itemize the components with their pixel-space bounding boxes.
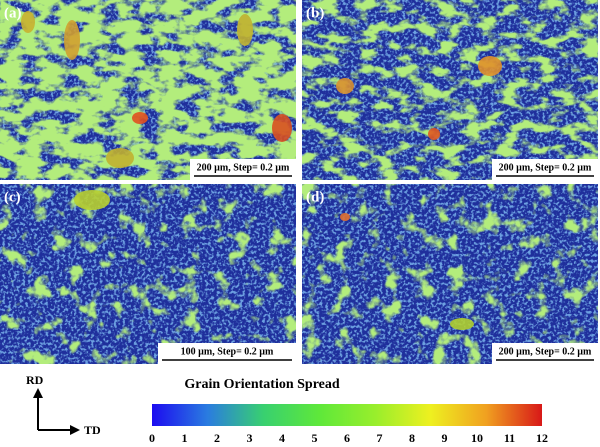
grain-highlight: [450, 318, 474, 330]
colorbar-title: Grain Orientation Spread: [184, 377, 340, 392]
colorbar-tick-label: 5: [312, 431, 318, 445]
panel: (d) 200 µm, Step= 0.2 µm: [302, 184, 598, 364]
scale-text: 200 µm, Step= 0.2 µm: [499, 162, 592, 173]
colorbar: [152, 404, 542, 426]
colorbar-tick-label: 11: [504, 431, 515, 445]
rd-arrowhead: [33, 388, 43, 398]
panel: (c) 100 µm, Step= 0.2 µm: [0, 184, 296, 364]
grain-highlight: [106, 148, 134, 168]
grain-highlight: [340, 213, 350, 221]
grain-highlight: [428, 128, 440, 140]
colorbar-tick-label: 2: [214, 431, 220, 445]
scale-text: 200 µm, Step= 0.2 µm: [197, 162, 290, 173]
grain-highlight: [21, 11, 35, 33]
grains: [0, 184, 296, 364]
colorbar-tick-label: 4: [279, 431, 285, 445]
panel-label: (c): [4, 189, 21, 205]
scale-text: 200 µm, Step= 0.2 µm: [499, 346, 592, 357]
panel: (b) 200 µm, Step= 0.2 µm: [302, 0, 598, 180]
colorbar-tick-label: 10: [471, 431, 483, 445]
rd-label: RD: [26, 373, 44, 387]
scale-box: [158, 343, 296, 364]
panel: (a) 200 µm, Step= 0.2 µm: [0, 0, 296, 180]
grains: [302, 184, 598, 364]
colorbar-tick-label: 9: [442, 431, 448, 445]
panel-label: (d): [306, 189, 324, 205]
grain-highlight: [74, 190, 110, 210]
colorbar-tick-label: 8: [409, 431, 415, 445]
scale-text: 100 µm, Step= 0.2 µm: [181, 346, 274, 357]
colorbar-tick-label: 12: [536, 431, 548, 445]
colorbar-tick-label: 7: [377, 431, 383, 445]
grain-highlight: [336, 78, 354, 94]
scale-box: [492, 159, 598, 180]
colorbar-tick-label: 1: [182, 431, 188, 445]
scale-box: [492, 343, 598, 364]
td-label: TD: [84, 423, 101, 437]
scale-box: [190, 159, 296, 180]
panel-label: (a): [4, 5, 22, 21]
colorbar-tick-label: 0: [149, 431, 155, 445]
td-arrowhead: [70, 425, 80, 435]
grain-highlight: [64, 20, 80, 60]
grain-highlight: [272, 114, 292, 142]
colorbar-tick-label: 3: [247, 431, 253, 445]
colorbar-tick-label: 6: [344, 431, 350, 445]
grain-highlight: [132, 112, 148, 124]
grain-highlight: [478, 56, 502, 76]
panel-label: (b): [306, 5, 324, 21]
grain-highlight: [237, 14, 253, 46]
